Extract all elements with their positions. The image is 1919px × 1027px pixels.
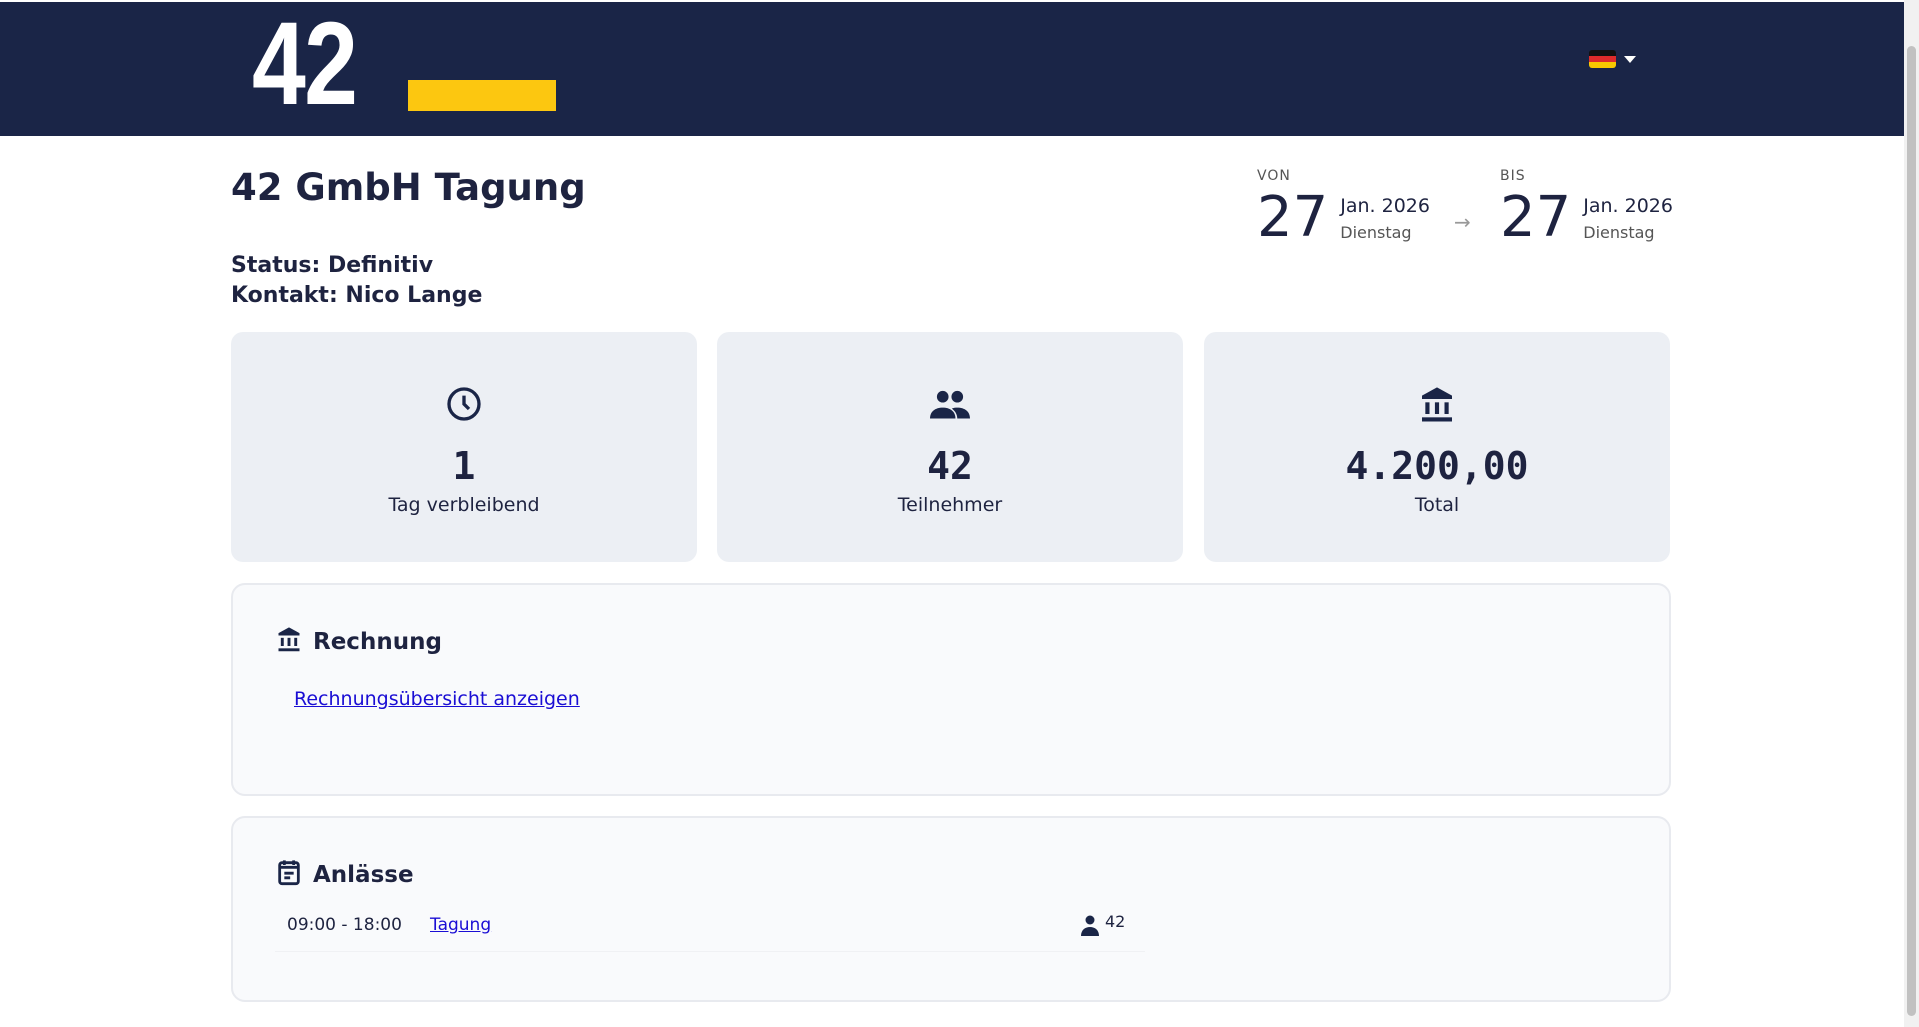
- date-to: BIS 27 Jan. 2026 Dienstag: [1500, 168, 1673, 248]
- bank-icon: [275, 625, 303, 659]
- date-to-label: BIS: [1500, 168, 1526, 184]
- bank-icon: [1204, 384, 1670, 424]
- arrow-right-icon: →: [1454, 210, 1471, 234]
- events-heading: Anlässe: [275, 858, 414, 892]
- top-header: 42: [0, 0, 1904, 136]
- invoice-heading-text: Rechnung: [313, 629, 442, 655]
- date-from-day: 27: [1257, 185, 1329, 250]
- date-to-day: 27: [1500, 185, 1572, 250]
- person-icon: [1080, 914, 1100, 941]
- stat-card-total: 4.200,00 Total: [1204, 332, 1670, 562]
- people-icon: [717, 384, 1183, 424]
- calendar-icon: [275, 858, 303, 892]
- invoice-panel: Rechnung Rechnungsübersicht anzeigen: [231, 583, 1671, 796]
- event-link[interactable]: Tagung: [430, 915, 492, 935]
- caret-down-icon: [1624, 55, 1636, 63]
- event-status: Status: Definitiv: [231, 253, 434, 278]
- scrollbar[interactable]: [1904, 0, 1919, 1027]
- stat-value: 42: [927, 444, 973, 488]
- stat-card-days: 1 Tag verbleibend: [231, 332, 697, 562]
- date-to-weekday: Dienstag: [1583, 222, 1655, 242]
- stat-card-participants: 42 Teilnehmer: [717, 332, 1183, 562]
- date-from-weekday: Dienstag: [1340, 222, 1412, 242]
- events-panel: Anlässe 09:00 - 18:00 Tagung 42: [231, 816, 1671, 1002]
- stat-value: 4.200,00: [1345, 444, 1529, 488]
- date-from: VON 27 Jan. 2026 Dienstag: [1257, 168, 1430, 248]
- event-time: 09:00 - 18:00: [287, 915, 402, 935]
- date-from-month: Jan. 2026: [1340, 194, 1430, 217]
- logo-bar: [408, 80, 556, 111]
- stat-label: Total: [1414, 494, 1460, 516]
- stat-value: 1: [452, 444, 476, 488]
- stat-label: Teilnehmer: [897, 494, 1003, 516]
- events-heading-text: Anlässe: [313, 862, 414, 888]
- stat-label: Tag verbleibend: [388, 494, 540, 516]
- date-to-month: Jan. 2026: [1583, 194, 1673, 217]
- page-title: 42 GmbH Tagung: [231, 166, 586, 209]
- date-from-label: VON: [1257, 168, 1291, 184]
- logo[interactable]: 42: [252, 0, 358, 130]
- invoice-heading: Rechnung: [275, 625, 442, 659]
- language-selector[interactable]: [1589, 50, 1636, 68]
- invoice-overview-link[interactable]: Rechnungsübersicht anzeigen: [294, 688, 580, 710]
- event-participants: 42: [1105, 912, 1126, 931]
- scrollbar-thumb[interactable]: [1907, 46, 1916, 1016]
- clock-icon: [231, 384, 697, 424]
- flag-germany-icon: [1589, 50, 1616, 68]
- event-contact: Kontakt: Nico Lange: [231, 283, 483, 308]
- event-row: 09:00 - 18:00 Tagung 42: [275, 910, 1145, 952]
